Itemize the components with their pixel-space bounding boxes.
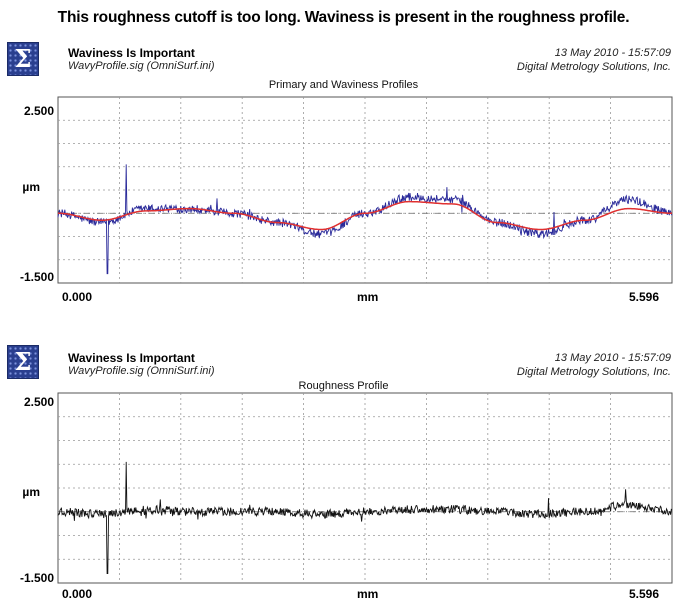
x-max-label: 5.596 [629,587,660,601]
organization: Digital Metrology Solutions, Inc. [516,366,671,378]
x-unit-label: mm [357,290,379,304]
y-unit-label: µm [22,485,40,499]
x-min-label: 0.000 [62,587,93,601]
organization: Digital Metrology Solutions, Inc. [516,61,671,73]
y-max-label: 2.500 [23,395,54,409]
profile-trace [57,461,673,574]
y-min-label: -1.500 [19,270,54,284]
file-name: WavyProfile.sig (OmniSurf.ini) [68,365,215,377]
timestamp: 13 May 2010 - 15:57:09 [554,47,671,59]
x-max-label: 5.596 [629,290,660,304]
sigma-logo-icon: Σ [7,42,39,76]
roughness-panel: Σ Waviness Is Important WavyProfile.sig … [0,305,687,605]
report-title: Waviness Is Important [68,46,195,60]
report-title: Waviness Is Important [68,351,195,365]
primary-waviness-panel: Σ Waviness Is Important WavyProfile.sig … [7,42,671,304]
y-unit-label: µm [22,180,40,194]
y-max-label: 2.500 [23,104,54,118]
sigma-logo-icon: Σ [7,345,39,379]
plot-title: Roughness Profile [298,380,389,392]
y-min-label: -1.500 [19,571,54,585]
x-min-label: 0.000 [62,290,93,304]
profile-trace [57,164,673,275]
figure-caption: This roughness cutoff is too long. Wavin… [57,9,630,26]
timestamp: 13 May 2010 - 15:57:09 [554,352,671,364]
plot-title: Primary and Waviness Profiles [268,79,419,91]
file-name: WavyProfile.sig (OmniSurf.ini) [68,60,215,72]
x-unit-label: mm [357,587,379,601]
waviness-curve [58,200,673,231]
